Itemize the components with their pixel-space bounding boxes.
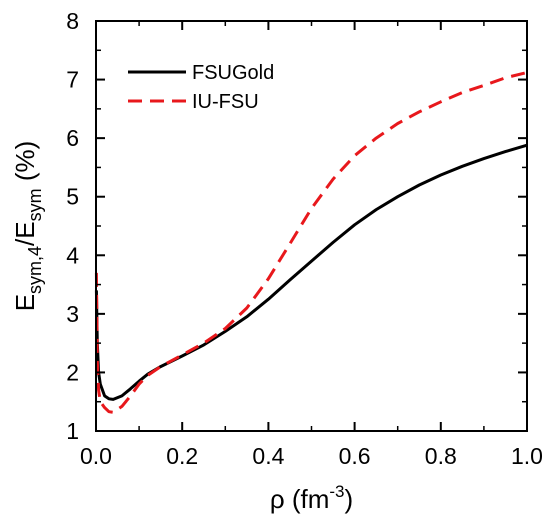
legend: FSUGold IU-FSU — [128, 62, 274, 113]
legend-label: IU-FSU — [192, 91, 259, 113]
y-tick-label: 2 — [66, 359, 79, 385]
y-tick-label: 8 — [66, 8, 79, 34]
series-layer — [94, 71, 528, 414]
x-axis-title-sup: -3 — [329, 482, 344, 501]
y-tick-label: 4 — [66, 242, 79, 268]
y-axis-title: Esym,4/Esym (%) — [10, 141, 45, 312]
x-tick-label: 1.0 — [511, 443, 543, 469]
x-axis-title-tail: ) — [345, 484, 354, 514]
x-axis-title: ρ (fm-3) — [270, 482, 353, 514]
y-axis-title-sub1: sym,4 — [25, 246, 45, 294]
x-tick-label: 0.2 — [166, 443, 198, 469]
y-axis-title-sub2: sym — [25, 188, 45, 221]
y-tick-label: 5 — [66, 184, 79, 210]
y-tick-label: 6 — [66, 125, 79, 151]
y-axis-title-tail: (%) — [10, 141, 40, 189]
x-tick-label: 0.0 — [80, 443, 112, 469]
x-tick-label: 0.6 — [339, 443, 371, 469]
y-axis-title-e1: E — [10, 294, 40, 311]
y-axis-title-sep: /E — [10, 221, 40, 246]
y-tick-label: 1 — [66, 418, 79, 444]
x-tick-label: 0.4 — [252, 443, 284, 469]
ticks-layer: 0.0 0.2 0.4 0.6 0.8 1.0 1 2 3 4 5 6 7 8 — [66, 8, 543, 469]
legend-label: FSUGold — [192, 62, 274, 84]
series-line-fsugold — [94, 143, 528, 401]
y-tick-label: 7 — [66, 67, 79, 93]
x-axis-title-base: ρ (fm — [270, 484, 330, 514]
series-line-iu-fsu — [94, 71, 528, 414]
x-tick-label: 0.8 — [425, 443, 457, 469]
y-tick-label: 3 — [66, 301, 79, 327]
